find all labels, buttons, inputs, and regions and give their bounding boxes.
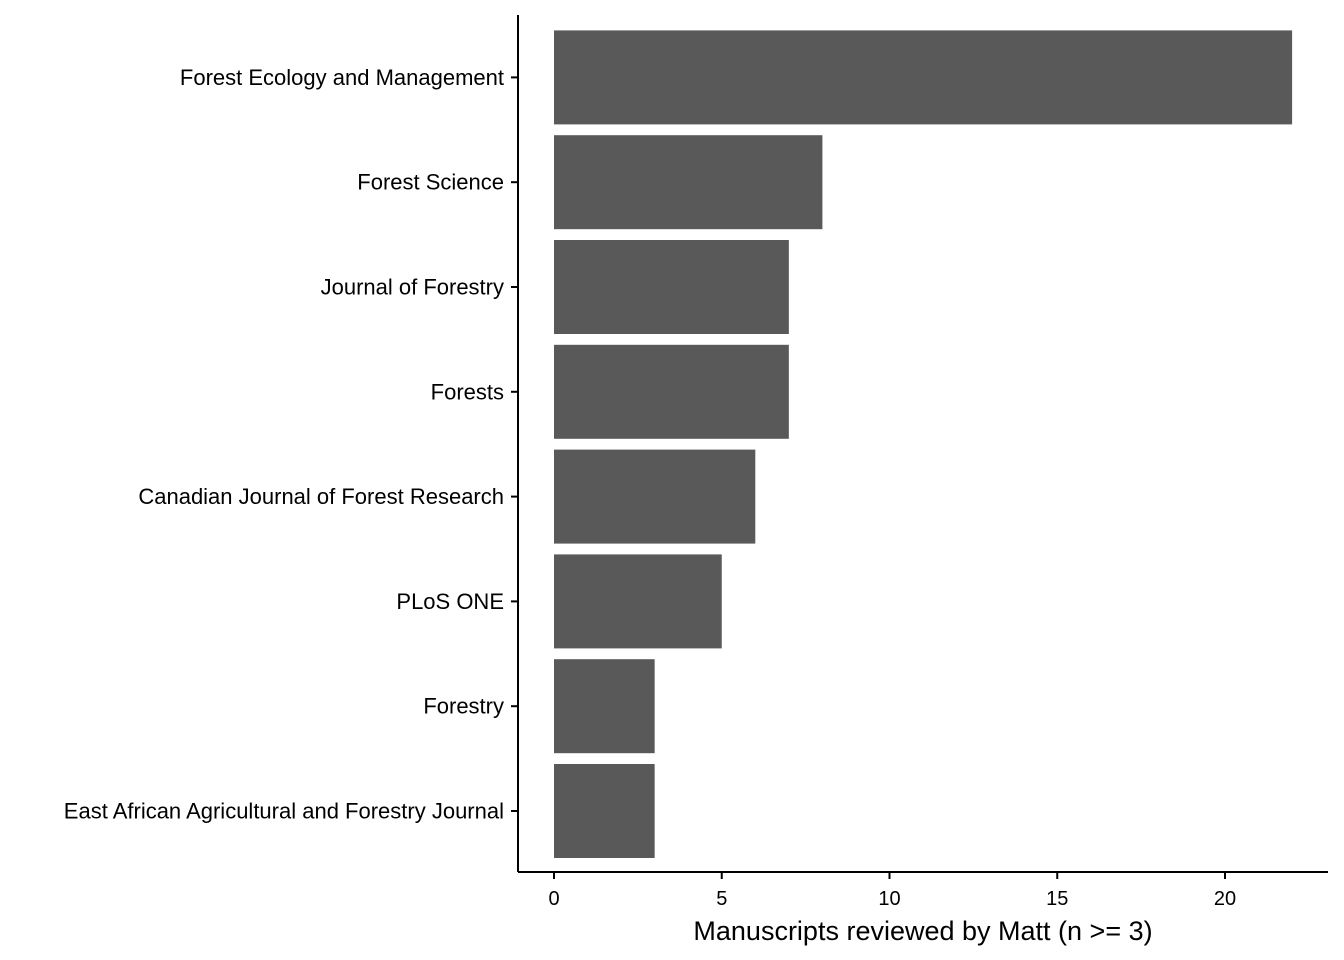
- bar-7: [554, 764, 655, 858]
- category-label-3: Forests: [431, 379, 504, 404]
- category-label-6: Forestry: [423, 694, 504, 719]
- category-label-7: East African Agricultural and Forestry J…: [64, 799, 504, 824]
- bar-1: [554, 135, 823, 230]
- x-axis: 0 5 10 15 20: [518, 871, 1328, 910]
- category-label-2: Journal of Forestry: [321, 275, 504, 300]
- bars-group: [554, 30, 1293, 858]
- category-label-1: Forest Science: [357, 170, 504, 195]
- x-tick-label-1: 5: [716, 888, 727, 910]
- bar-2: [554, 240, 789, 334]
- category-label-0: Forest Ecology and Management: [180, 65, 504, 90]
- bar-0: [554, 30, 1293, 125]
- category-label-5: PLoS ONE: [396, 589, 504, 614]
- bar-5: [554, 554, 722, 649]
- bar-3: [554, 344, 789, 439]
- category-label-4: Canadian Journal of Forest Research: [138, 484, 504, 509]
- x-tick-label-3: 15: [1046, 888, 1068, 910]
- x-tick-label-2: 10: [878, 888, 900, 910]
- x-tick-label-0: 0: [548, 888, 559, 910]
- bar-6: [554, 659, 655, 754]
- x-axis-title: Manuscripts reviewed by Matt (n >= 3): [693, 916, 1152, 946]
- x-tick-label-4: 20: [1214, 888, 1236, 910]
- y-axis: Forest Ecology and Management Forest Scie…: [64, 15, 519, 872]
- bar-4: [554, 449, 756, 544]
